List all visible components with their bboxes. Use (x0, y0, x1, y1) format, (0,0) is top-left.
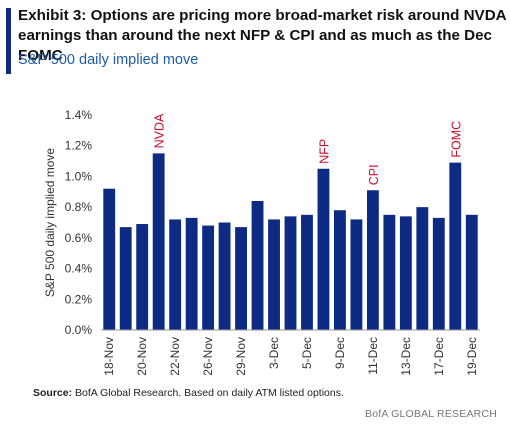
x-tick-label: 20-Nov (135, 337, 149, 376)
bar-17-Dec (432, 217, 445, 330)
bar-18-Dec (449, 162, 462, 330)
bar-11-Dec (366, 190, 379, 330)
bar-10-Dec (350, 219, 363, 330)
source-text: BofA Global Research. Based on daily ATM… (75, 387, 344, 399)
bar-6-Dec (317, 168, 330, 330)
bar-4-Dec (284, 216, 297, 330)
bar-26-Nov (202, 225, 215, 330)
y-tick-label: 1.2% (65, 139, 93, 153)
annotation-nvda: NVDA (153, 113, 167, 148)
bar-25-Nov (185, 217, 198, 330)
x-tick-label: 18-Nov (102, 337, 116, 376)
bar-20-Nov (136, 224, 149, 330)
source-note: Source: BofA Global Research. Based on d… (33, 387, 344, 399)
y-tick-label: 0.2% (65, 292, 93, 306)
bar-22-Nov (169, 219, 182, 330)
y-axis-title: S&P 500 daily implied move (43, 148, 57, 298)
bar-18-Nov (103, 188, 116, 330)
x-tick-label: 13-Dec (399, 337, 413, 376)
x-tick-label: 26-Nov (201, 337, 215, 376)
annotation-fomc: FOMC (449, 121, 463, 158)
source-label: Source: (33, 387, 73, 399)
bar-29-Nov (235, 227, 247, 330)
y-tick-label: 0.4% (65, 262, 93, 276)
bar-3-Dec (268, 219, 280, 330)
x-tick-label: 9-Dec (333, 337, 347, 369)
bar-21-Nov (152, 153, 165, 330)
bar-12-Dec (383, 214, 396, 330)
x-tick-label: 3-Dec (267, 337, 281, 369)
x-tick-label: 29-Nov (234, 337, 248, 376)
annotation-nfp: NFP (317, 139, 331, 164)
exhibit-title: Exhibit 3: Options are pricing more broa… (18, 7, 507, 64)
y-tick-label: 1.0% (65, 169, 93, 183)
x-tick-label: 22-Nov (168, 337, 182, 376)
bar-16-Dec (416, 207, 429, 330)
bar-27-Nov (218, 222, 231, 330)
y-tick-label: 1.4% (65, 108, 93, 122)
y-tick-label: 0.6% (65, 231, 93, 245)
bar-5-Dec (301, 214, 313, 330)
bar-13-Dec (399, 216, 412, 330)
footer-brand: BofA GLOBAL RESEARCH (365, 408, 497, 420)
x-tick-label: 11-Dec (366, 337, 380, 375)
y-tick-label: 0.0% (65, 323, 93, 337)
x-tick-label: 5-Dec (300, 337, 314, 369)
exhibit-subtitle: S&P 500 daily implied move (18, 52, 199, 68)
bar-2-Dec (251, 201, 264, 330)
x-tick-label: 19-Dec (465, 337, 479, 376)
bar-19-Nov (119, 227, 132, 330)
x-tick-label: 17-Dec (432, 337, 446, 376)
annotation-cpi: CPI (367, 164, 381, 185)
y-tick-label: 0.8% (65, 200, 93, 214)
title-accent-bar (6, 8, 11, 74)
bar-9-Dec (334, 210, 346, 330)
bar-19-Dec (465, 214, 478, 330)
